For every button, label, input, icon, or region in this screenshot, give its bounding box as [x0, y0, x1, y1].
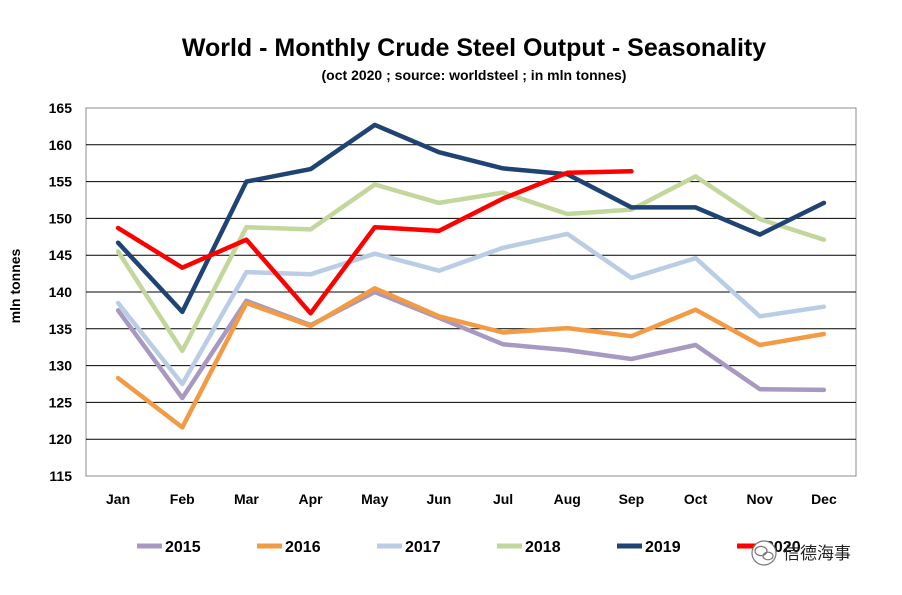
x-tick-label: Jun: [426, 491, 451, 507]
y-tick-label: 115: [49, 468, 72, 484]
y-tick-label: 140: [49, 284, 73, 300]
x-tick-label: Jan: [106, 491, 130, 507]
x-tick-label: Aug: [554, 491, 581, 507]
x-tick-label: Apr: [299, 491, 324, 507]
y-tick-label: 130: [49, 358, 73, 374]
series-line-2017: [115, 231, 827, 387]
series-line-2020: [115, 169, 634, 316]
series-line-2016: [115, 286, 827, 430]
y-tick-label: 165: [49, 100, 73, 116]
legend-label-2019: 2019: [645, 539, 681, 556]
x-axis-ticks: Jan Feb Mar Apr May Jun Jul Aug Sep Oct Nov Dec: [106, 491, 837, 507]
y-tick-label: 150: [49, 210, 73, 226]
y-tick-label: 120: [49, 431, 73, 447]
y-tick-label: 125: [49, 394, 73, 410]
watermark-text: 信德海事: [783, 544, 851, 564]
y-tick-label: 160: [49, 137, 73, 153]
series-line-2018: [115, 174, 827, 354]
y-tick-label: 135: [49, 321, 73, 337]
series-line-2019: [115, 122, 827, 315]
legend: 2015 2016 2017 2018 2019 2020: [137, 539, 801, 556]
chart-title: World - Monthly Crude Steel Output - Sea…: [182, 34, 766, 62]
watermark: 信德海事: [751, 540, 851, 566]
x-tick-label: Feb: [170, 491, 195, 507]
series-line-2015: [115, 289, 827, 401]
y-axis-ticks: 115 120 125 130 135 140 145 150 155 160 165: [49, 100, 73, 484]
x-tick-label: Mar: [234, 491, 259, 507]
x-tick-label: Nov: [747, 491, 774, 507]
series-lines: [115, 122, 827, 430]
x-tick-label: May: [361, 491, 388, 507]
gridlines: [86, 144, 856, 440]
x-tick-label: Sep: [619, 491, 645, 507]
x-tick-label: Jul: [493, 491, 513, 507]
legend-label-2018: 2018: [525, 539, 561, 556]
legend-label-2017: 2017: [405, 539, 441, 556]
legend-label-2015: 2015: [165, 539, 201, 556]
y-axis-label: mln tonnes: [7, 248, 23, 323]
y-tick-label: 155: [49, 174, 73, 190]
y-tick-label: 145: [49, 247, 73, 263]
x-tick-label: Oct: [684, 491, 708, 507]
x-tick-label: Dec: [811, 491, 837, 507]
wechat-icon: [751, 540, 777, 566]
legend-label-2016: 2016: [285, 539, 321, 556]
chart-subtitle: (oct 2020 ; source: worldsteel ; in mln …: [322, 67, 627, 83]
